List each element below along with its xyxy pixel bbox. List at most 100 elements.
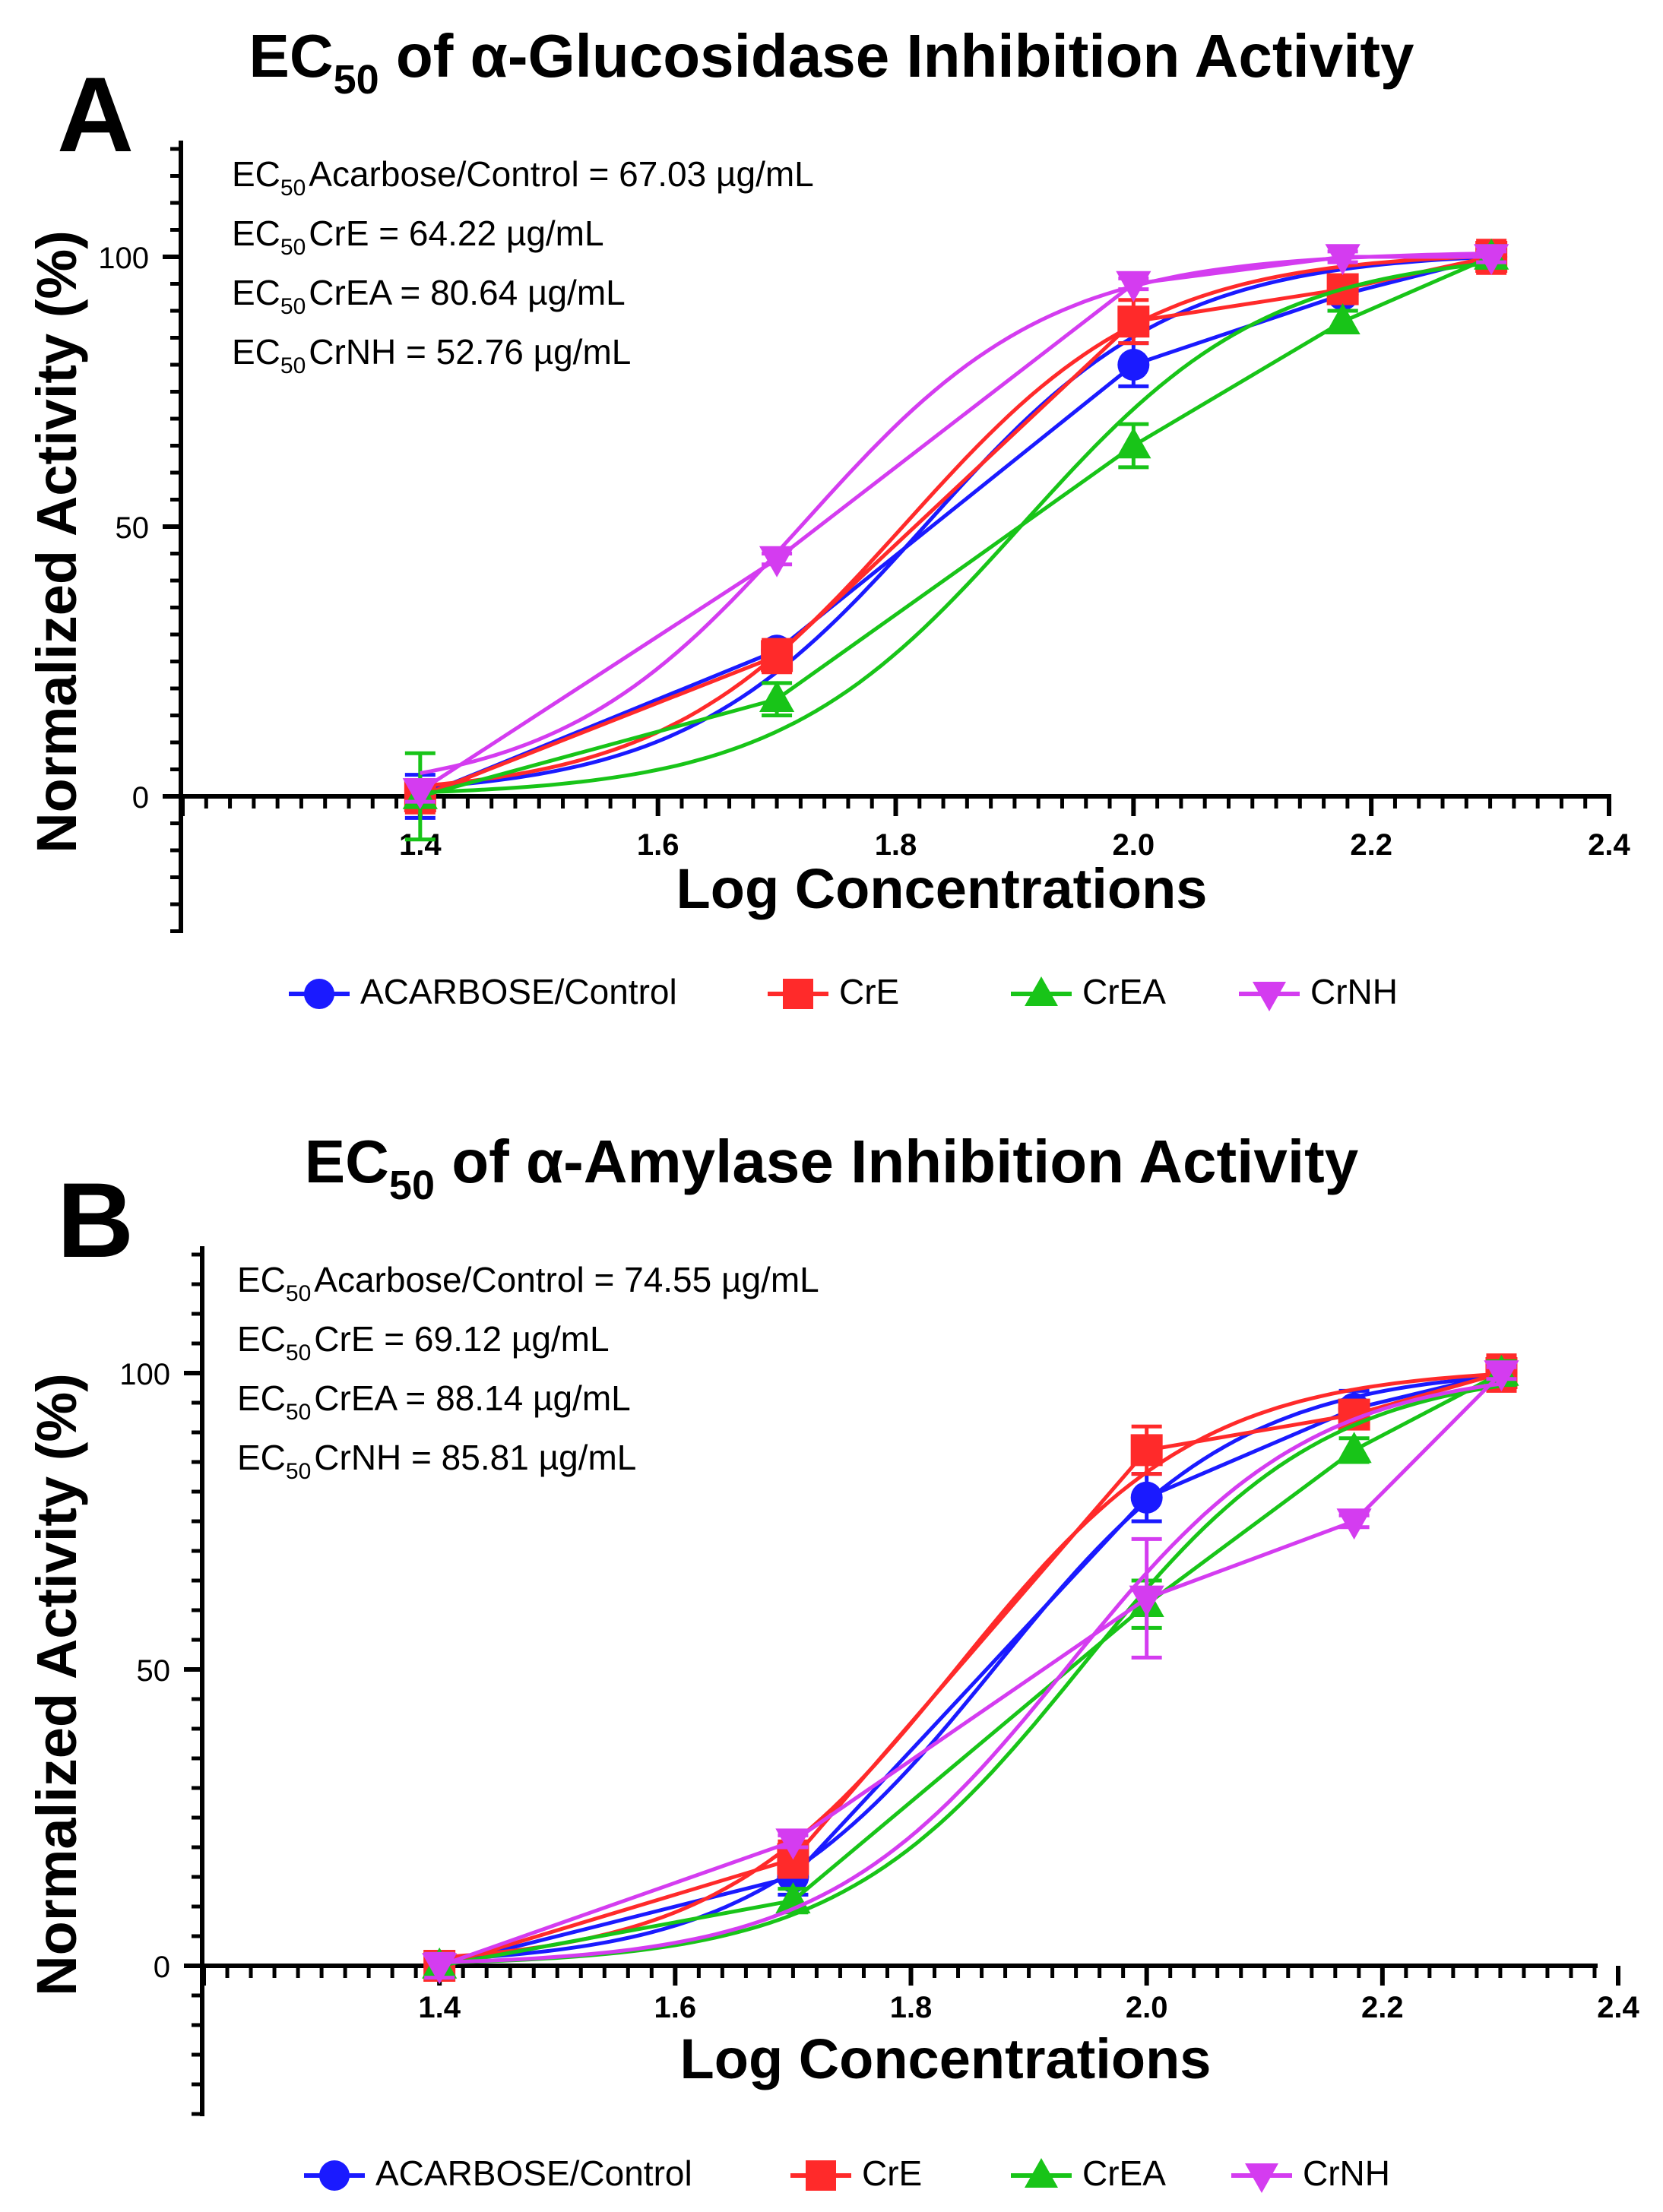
legend-swatch	[768, 979, 828, 1009]
ec50-annotation: EC50CrEA = 80.64 µg/mL	[232, 263, 814, 322]
data-point	[1484, 1360, 1519, 1392]
y-tick-label: 100	[98, 242, 149, 275]
legend-swatch	[1011, 2158, 1072, 2188]
ec50-prefix: EC	[232, 273, 280, 312]
series-crnh	[422, 1360, 1519, 1985]
fit-curve	[439, 1381, 1502, 1964]
data-point	[759, 681, 795, 712]
legend-marker	[1253, 982, 1286, 1011]
ec50-prefix: EC	[237, 1319, 286, 1359]
data-point	[761, 640, 793, 672]
ec50-subscript: 50	[285, 1400, 312, 1425]
legend-swatch	[1231, 2163, 1292, 2193]
fit-curve	[420, 255, 1492, 790]
title-prefix: EC	[304, 1128, 389, 1195]
legend-item: CrNH	[1239, 965, 1398, 1018]
legend-label: CrE	[839, 972, 900, 1011]
ec50-annotation: EC50CrE = 64.22 µg/mL	[232, 204, 814, 263]
ec50-annotation: EC50CrNH = 52.76 µg/mL	[232, 322, 814, 381]
ec50-annotations: EC50Acarbose/Control = 67.03 µg/mL EC50Cr…	[232, 144, 814, 381]
chart-title: EC50 of α-Amylase Inhibition Activity	[0, 1127, 1663, 1208]
data-point	[759, 546, 795, 578]
ec50-subscript: 50	[285, 1459, 312, 1484]
y-tick-label: 50	[137, 1654, 171, 1688]
data-point	[775, 1828, 811, 1860]
y-tick-label: 50	[116, 511, 150, 545]
ec50-subscript: 50	[285, 1281, 312, 1306]
ec50-annotation: EC50CrNH = 85.81 µg/mL	[237, 1428, 819, 1487]
legend-label: ACARBOSE/Control	[375, 2153, 692, 2193]
y-tick-label: 0	[154, 1951, 170, 1984]
ec50-text: Acarbose/Control = 67.03 µg/mL	[309, 154, 814, 194]
ec50-prefix: EC	[232, 214, 280, 253]
ec50-subscript: 50	[280, 176, 306, 201]
ec50-annotation: EC50CrEA = 88.14 µg/mL	[237, 1369, 819, 1428]
title-prefix: EC	[249, 22, 334, 90]
ec50-text: CrEA = 88.14 µg/mL	[314, 1378, 631, 1418]
ec50-prefix: EC	[237, 1260, 286, 1299]
data-point	[1130, 1434, 1163, 1467]
series-crnh	[402, 244, 1509, 810]
x-tick-label: 2.0	[1113, 828, 1155, 862]
legend-item: CrEA	[1011, 965, 1166, 1018]
ec50-text: CrEA = 80.64 µg/mL	[309, 273, 626, 312]
y-tick-label: 0	[132, 781, 149, 815]
legend-marker	[1245, 2163, 1278, 2193]
legend-item: ACARBOSE/Control	[304, 2147, 692, 2200]
panel-b: B EC50 of α-Amylase Inhibition Activity 0 5…	[0, 1106, 1663, 2211]
data-point	[1325, 303, 1360, 334]
data-point	[1130, 1481, 1163, 1514]
data-point	[1117, 305, 1150, 338]
x-tick-label: 2.0	[1126, 1991, 1168, 2024]
data-point	[1129, 1585, 1164, 1617]
y-axis-label: Normalized Activity (%)	[25, 230, 88, 853]
legend-swatch	[304, 2160, 365, 2191]
y-axis-label: Normalized Activity (%)	[25, 1373, 88, 1996]
ec50-text: CrNH = 85.81 µg/mL	[314, 1438, 637, 1477]
x-tick-label: 2.2	[1361, 1991, 1404, 2024]
ec50-text: CrNH = 52.76 µg/mL	[309, 332, 632, 372]
data-point	[1474, 244, 1509, 276]
ec50-prefix: EC	[232, 332, 280, 372]
legend-marker	[304, 979, 334, 1009]
data-point	[402, 778, 438, 810]
x-tick-label: 1.6	[637, 828, 679, 862]
panel-label: B	[57, 1160, 135, 1280]
panel-label: A	[57, 55, 135, 174]
data-point	[1325, 244, 1360, 276]
chart-title: EC50 of α-Glucosidase Inhibition Activit…	[0, 21, 1663, 103]
legend-swatch	[1011, 976, 1072, 1006]
legend-marker	[1025, 2158, 1058, 2188]
data-point	[1116, 271, 1151, 302]
ec50-prefix: EC	[232, 154, 280, 194]
legend-swatch	[289, 979, 350, 1009]
legend-swatch	[1239, 982, 1300, 1011]
ec50-subscript: 50	[280, 294, 306, 319]
data-point	[1336, 1432, 1372, 1464]
legend-marker	[319, 2160, 350, 2191]
ec50-text: Acarbose/Control = 74.55 µg/mL	[314, 1260, 819, 1299]
x-tick-label: 2.2	[1350, 828, 1392, 862]
ec50-subscript: 50	[285, 1340, 312, 1365]
data-point	[1117, 349, 1150, 381]
ec50-annotations: EC50Acarbose/Control = 74.55 µg/mL EC50Cr…	[237, 1250, 819, 1487]
x-axis-label: Log Concentrations	[676, 857, 1208, 920]
x-tick-label: 2.4	[1597, 1991, 1639, 2024]
x-tick-label: 2.4	[1588, 828, 1630, 862]
panel-a: A EC50 of α-Glucosidase Inhibition Activi…	[0, 21, 1663, 1018]
ec50-text: CrE = 64.22 µg/mL	[309, 214, 604, 253]
title-subscript: 50	[333, 57, 379, 103]
legend-label: CrEA	[1082, 2153, 1166, 2193]
x-axis-label: Log Concentrations	[680, 2027, 1212, 2090]
ec50-subscript: 50	[280, 353, 306, 378]
legend-label: CrE	[862, 2153, 923, 2193]
fit-curve	[420, 254, 1492, 788]
ec50-prefix: EC	[237, 1438, 286, 1477]
data-point	[1336, 1508, 1372, 1540]
ec50-text: CrE = 69.12 µg/mL	[314, 1319, 610, 1359]
legend-item: ACARBOSE/Control	[289, 965, 677, 1018]
ec50-subscript: 50	[280, 235, 306, 260]
legend-marker	[1025, 976, 1058, 1006]
legend-marker	[806, 2160, 836, 2191]
